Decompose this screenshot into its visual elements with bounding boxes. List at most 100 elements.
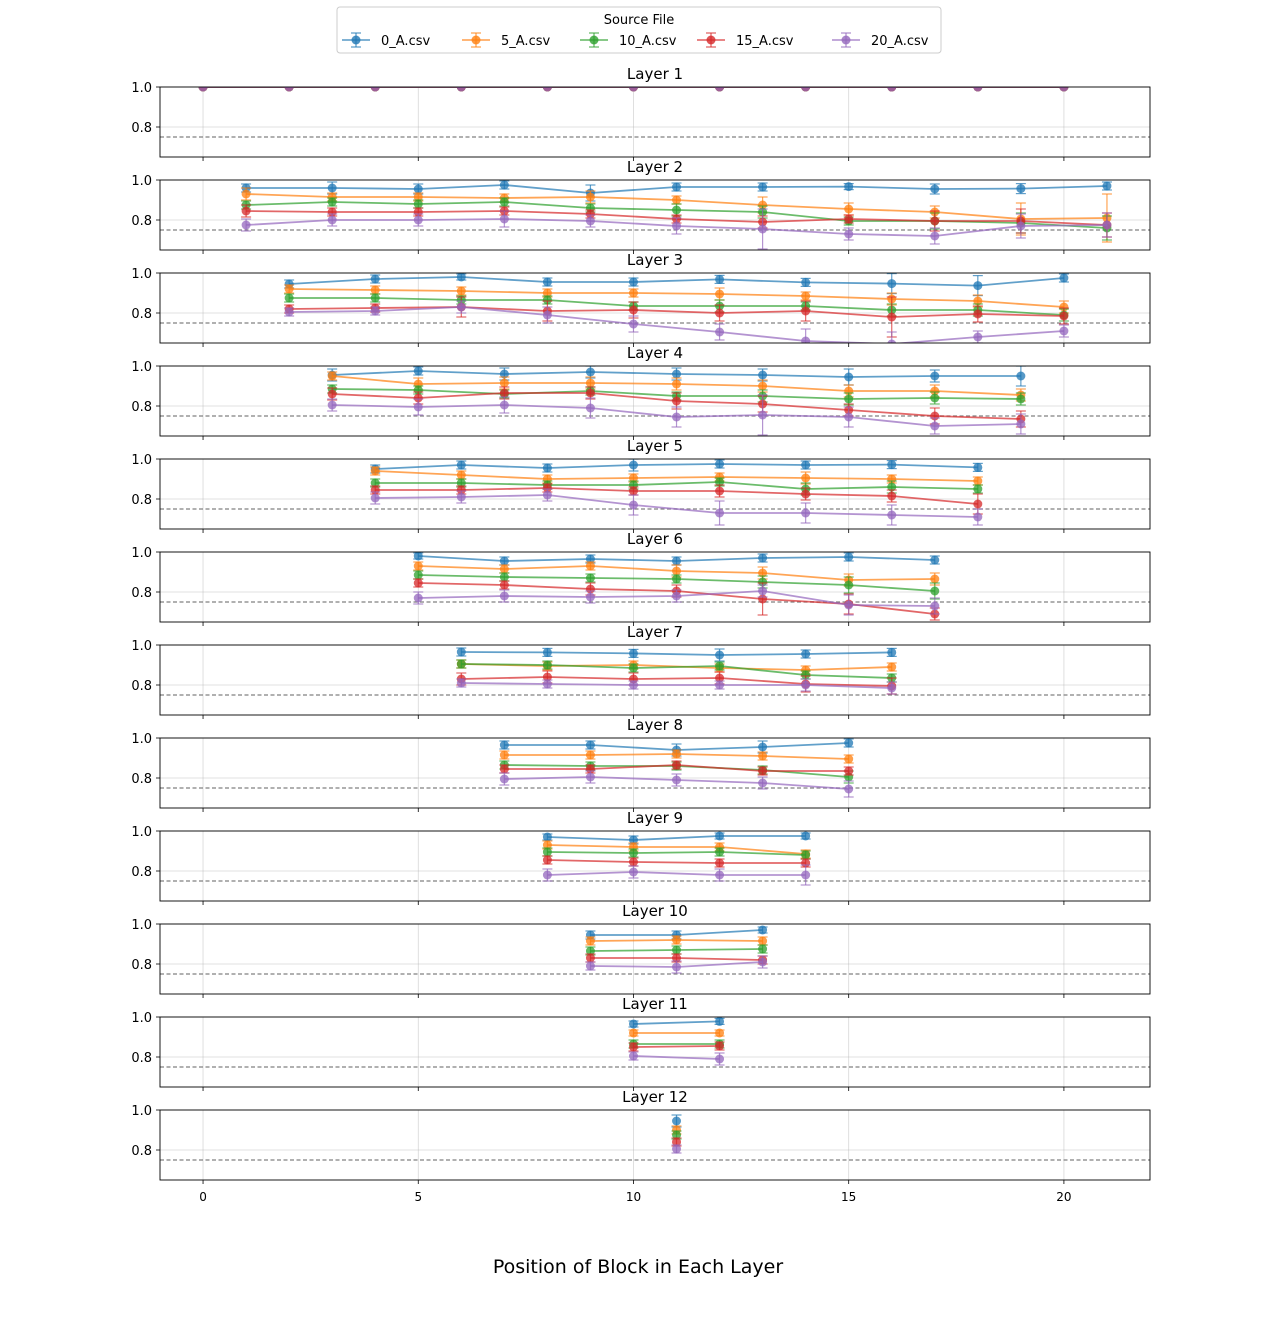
data-point (413, 578, 423, 588)
data-point (973, 281, 983, 291)
data-point (628, 305, 638, 315)
data-point (672, 1130, 682, 1140)
data-point (413, 552, 423, 561)
data-point (1016, 371, 1026, 381)
legend-frame (336, 6, 942, 54)
panel-frame (159, 644, 1151, 716)
series-line (461, 676, 892, 687)
data-point (672, 760, 682, 770)
data-point (542, 840, 552, 850)
data-point (370, 285, 380, 295)
panel-title: Layer 5 (627, 437, 683, 455)
y-tick-label: 0.8 (131, 493, 152, 508)
series-20-a-csv (671, 1144, 682, 1154)
data-point (585, 936, 595, 946)
series-20-a-csv (284, 300, 1069, 343)
data-point (930, 386, 940, 396)
data-point (241, 189, 251, 199)
panel-data (542, 831, 811, 886)
data-point (801, 831, 811, 841)
panel-data (327, 366, 1026, 436)
data-point (758, 778, 768, 788)
data-point (887, 662, 897, 672)
data-point (284, 293, 294, 303)
data-point (930, 555, 940, 565)
y-tick-label: 1.0 (131, 546, 152, 561)
data-point (801, 508, 811, 518)
series-line (547, 851, 806, 856)
data-point (542, 847, 552, 857)
data-point (672, 1144, 682, 1154)
x-tick-label: 15 (841, 1190, 856, 1204)
data-point (499, 580, 509, 590)
panel-layer-2: Layer 2 0.8 1.0 (131, 158, 1151, 254)
data-point (456, 470, 466, 480)
data-point (672, 566, 682, 576)
data-point (758, 182, 768, 192)
data-point (628, 848, 638, 858)
series-0-a-csv (671, 1114, 682, 1128)
data-point (887, 647, 897, 657)
data-point (456, 302, 466, 312)
data-point (844, 204, 854, 214)
data-point (327, 400, 337, 410)
data-point (930, 184, 940, 194)
y-tick-label: 1.0 (131, 174, 152, 189)
data-point (585, 561, 595, 571)
data-point (672, 396, 682, 406)
data-point (672, 749, 682, 759)
data-point (672, 205, 682, 215)
data-point (672, 1137, 682, 1147)
data-point (758, 766, 768, 776)
series-line (547, 835, 806, 841)
data-point (758, 577, 768, 587)
data-point (499, 764, 509, 774)
data-point (930, 586, 940, 596)
data-point (758, 742, 768, 752)
y-tick-label: 1.0 (131, 1104, 152, 1119)
series-line (289, 276, 1064, 287)
data-point (930, 393, 940, 403)
y-tick-label: 0.8 (131, 958, 152, 973)
data-point (715, 831, 725, 841)
panel-frame (159, 551, 1151, 623)
data-point (499, 388, 509, 398)
panel-title: Layer 6 (627, 530, 683, 548)
panel-frame (159, 1109, 1151, 1181)
panel-data (499, 738, 854, 798)
series-15-a-csv (628, 1041, 725, 1052)
data-point (628, 277, 638, 287)
data-point (672, 574, 682, 584)
data-point (628, 460, 638, 470)
data-point (715, 274, 725, 284)
data-point (499, 591, 509, 601)
data-point (413, 561, 423, 571)
data-point (1059, 326, 1069, 336)
panel-data (284, 273, 1069, 343)
data-point (499, 774, 509, 784)
data-point (715, 650, 725, 660)
series-20-a-csv (456, 678, 897, 695)
data-point (758, 381, 768, 391)
panel-data (370, 459, 983, 526)
series-line (375, 463, 978, 470)
series-line (547, 871, 806, 876)
data-point (801, 460, 811, 470)
data-point (499, 556, 509, 566)
legend-label: 5_A.csv (501, 34, 550, 49)
data-point (585, 403, 595, 413)
data-point (585, 388, 595, 398)
data-point (284, 87, 294, 92)
data-point (672, 195, 682, 205)
data-point (930, 231, 940, 241)
data-point (327, 215, 337, 225)
data-point (327, 197, 337, 207)
data-point (456, 273, 466, 282)
data-point (1016, 394, 1026, 404)
data-point (370, 87, 380, 92)
data-point (715, 661, 725, 671)
data-point (715, 673, 725, 683)
data-point (801, 870, 811, 880)
data-point (930, 601, 940, 611)
panel-frame (159, 923, 1151, 995)
